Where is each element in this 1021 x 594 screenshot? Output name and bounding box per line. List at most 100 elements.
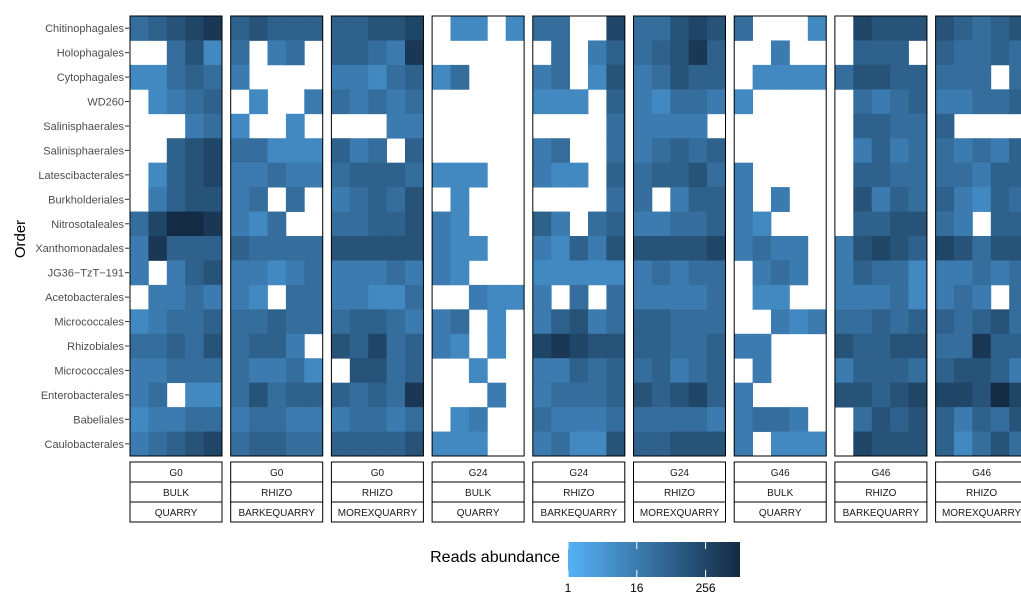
heatmap-cell	[807, 16, 827, 41]
heatmap-cell	[935, 284, 955, 310]
heatmap-cell	[304, 284, 324, 310]
heatmap-cell	[569, 309, 589, 335]
heatmap-cell	[432, 64, 451, 90]
heatmap-cell	[606, 187, 626, 212]
heatmap-cell	[130, 211, 149, 237]
facet-strip: G0 RHIZO MOREXQUARRY	[330, 461, 424, 523]
heatmap-cell	[688, 40, 708, 66]
heatmap-cell	[349, 16, 369, 41]
heatmap-cell	[954, 187, 973, 212]
heatmap-cell	[505, 284, 525, 310]
legend-title: Reads abundance	[430, 549, 560, 566]
heatmap-cell	[569, 333, 589, 359]
heatmap-cell	[331, 260, 351, 286]
heatmap-cell	[203, 431, 223, 457]
heatmap-cell	[871, 187, 891, 212]
legend-color-bar	[568, 542, 740, 577]
heatmap-cell	[230, 260, 250, 286]
heatmap-cell	[532, 162, 552, 188]
heatmap-cell	[651, 236, 671, 261]
heatmap-cell	[990, 162, 1010, 188]
heatmap-cell	[972, 407, 992, 432]
heatmap-cell	[633, 407, 653, 432]
legend-tick-label: 1	[565, 581, 572, 594]
heatmap-cell	[331, 64, 351, 90]
heatmap-cell	[670, 382, 690, 408]
heatmap-cell	[633, 187, 653, 212]
heatmap-cell	[349, 260, 369, 286]
heatmap-cell	[432, 211, 451, 237]
heatmap-cell	[331, 309, 351, 335]
heatmap-cell	[688, 309, 708, 335]
heatmap-cell	[166, 40, 186, 66]
heatmap-cell	[386, 16, 406, 41]
heatmap-cell	[285, 382, 305, 408]
heatmap-cell	[688, 358, 708, 384]
facet-strip: G24 RHIZO MOREXQUARRY	[633, 461, 726, 523]
heatmap-cell	[185, 16, 204, 41]
heatmap-cell	[853, 211, 873, 237]
heatmap-cell	[450, 407, 470, 432]
heatmap-cell	[688, 236, 708, 261]
heatmap-cell	[588, 236, 607, 261]
heatmap-cell	[954, 89, 973, 115]
heatmap-cell	[203, 138, 223, 164]
heatmap-cell	[972, 138, 992, 164]
heatmap-cell	[807, 64, 827, 90]
heatmap-cell	[386, 211, 406, 237]
heatmap-cell	[405, 162, 424, 188]
heatmap-cell	[532, 138, 552, 164]
row-label: Holophagales	[57, 48, 125, 60]
panel-border	[129, 15, 223, 457]
facet-panel	[733, 15, 827, 457]
heatmap-cell	[588, 260, 607, 286]
heatmap-cell	[249, 382, 268, 408]
heatmap-cell	[853, 162, 873, 188]
heatmap-cell	[505, 16, 525, 41]
heatmap-cell	[532, 211, 552, 237]
heatmap-cell	[203, 187, 223, 212]
heatmap-cell	[606, 64, 626, 90]
legend: Reads abundance 1 16 256	[430, 542, 740, 594]
heatmap-cell	[771, 260, 790, 286]
heatmap-cell	[908, 407, 928, 432]
heatmap-cell	[670, 113, 690, 139]
heatmap-cell	[468, 236, 488, 261]
heatmap-cell	[670, 89, 690, 115]
heatmap-cell	[405, 284, 424, 310]
strip-site: BARKEQUARRY	[843, 508, 920, 519]
heatmap-cell	[368, 138, 387, 164]
heatmap-cell	[230, 358, 250, 384]
heatmap-cell	[185, 211, 204, 237]
heatmap-cell	[386, 260, 406, 286]
heatmap-cell	[688, 89, 708, 115]
heatmap-cell	[551, 64, 570, 90]
heatmap-cell	[349, 40, 369, 66]
heatmap-cell	[890, 333, 909, 359]
heatmap-cell	[148, 162, 168, 188]
heatmap-cell	[304, 89, 324, 115]
heatmap-cell	[651, 407, 671, 432]
heatmap-cell	[166, 260, 186, 286]
panel-border	[532, 15, 626, 457]
heatmap-cell	[871, 431, 891, 457]
heatmap-cell	[633, 40, 653, 66]
heatmap-cell	[935, 407, 955, 432]
heatmap-cell	[771, 407, 790, 432]
heatmap-cell	[349, 358, 369, 384]
heatmap-cell	[432, 431, 451, 457]
heatmap-cell	[532, 333, 552, 359]
heatmap-cell	[707, 407, 726, 432]
strip-compartment: RHIZO	[261, 488, 292, 499]
heatmap-cell	[935, 40, 955, 66]
heatmap-cell	[203, 333, 223, 359]
heatmap-cell	[166, 138, 186, 164]
heatmap-cell	[670, 16, 690, 41]
heatmap-cell	[331, 187, 351, 212]
heatmap-cell	[267, 162, 287, 188]
legend-tick-label: 256	[696, 581, 716, 594]
heatmap-cell	[185, 260, 204, 286]
heatmap-cell	[834, 284, 854, 310]
heatmap-cell	[166, 89, 186, 115]
heatmap-cell	[651, 358, 671, 384]
